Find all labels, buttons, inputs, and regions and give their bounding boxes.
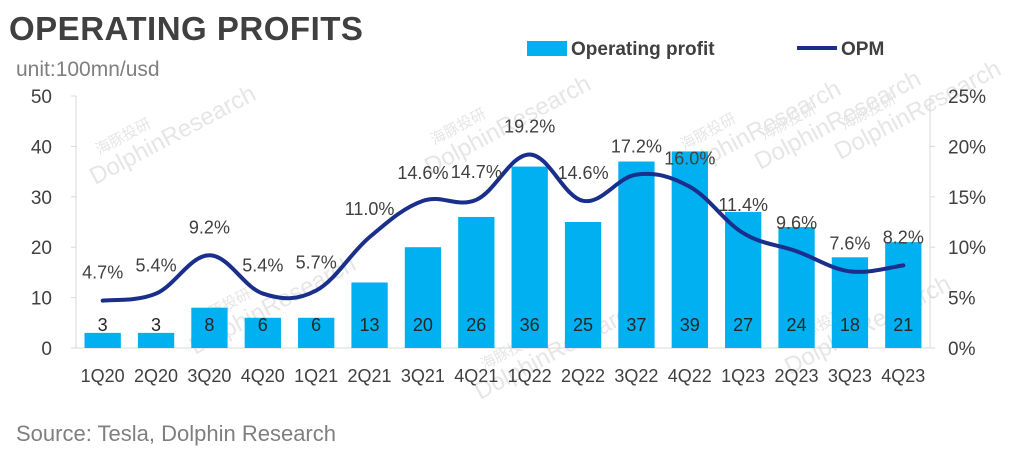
legend-swatch-bar xyxy=(527,41,567,56)
bar xyxy=(137,332,175,348)
bar-value-label: 6 xyxy=(258,315,268,335)
unit-label: unit:100mn/usd xyxy=(16,58,160,81)
bar xyxy=(298,317,335,348)
bar-value-label: 18 xyxy=(840,315,860,335)
y-left-tick-label: 50 xyxy=(31,87,52,108)
legend-label-bar: Operating profit xyxy=(571,39,715,60)
bar-value-label: 24 xyxy=(787,315,807,335)
x-tick-label: 3Q22 xyxy=(614,366,658,386)
x-tick-label: 1Q22 xyxy=(508,366,552,386)
bar-value-label: 27 xyxy=(733,315,753,335)
opm-value-label: 9.6% xyxy=(776,213,817,233)
data-labels: 3 3 8 6 6 13 20 26 36 25 37 39 27 24 18 21 4.7% 5.4% 9.2% 5… xyxy=(82,116,924,335)
x-tick-label: 3Q20 xyxy=(187,366,231,386)
bar-value-label: 6 xyxy=(311,315,321,335)
opm-value-label: 14.7% xyxy=(451,162,502,182)
bar xyxy=(511,166,548,348)
bar xyxy=(191,307,228,348)
y-right-tick-label: 0% xyxy=(948,339,976,360)
x-tick-label: 2Q21 xyxy=(348,366,392,386)
bar xyxy=(671,151,708,348)
x-tick-label: 1Q23 xyxy=(721,366,765,386)
y-right-tick-label: 10% xyxy=(948,238,986,259)
y-left-tick-label: 0 xyxy=(41,339,52,360)
bar-value-label: 39 xyxy=(680,315,700,335)
source-note: Source: Tesla, Dolphin Research xyxy=(16,421,336,446)
opm-value-label: 14.6% xyxy=(558,163,609,183)
bar-value-label: 20 xyxy=(413,315,433,335)
chart-title: OPERATING PROFITS xyxy=(9,10,364,47)
y-right-tick-label: 15% xyxy=(948,188,986,209)
legend-label-line: OPM xyxy=(841,39,884,60)
bar-value-label: 36 xyxy=(520,315,540,335)
bar xyxy=(885,242,922,348)
opm-value-label: 16.0% xyxy=(664,149,715,169)
bar-value-label: 37 xyxy=(626,315,646,335)
opm-value-label: 4.7% xyxy=(82,263,123,283)
y-right-tick-label: 25% xyxy=(948,87,986,108)
bar xyxy=(618,161,655,348)
bar-value-label: 26 xyxy=(466,315,486,335)
opm-value-label: 17.2% xyxy=(611,137,662,157)
opm-value-label: 9.2% xyxy=(189,217,230,237)
bar-value-label: 25 xyxy=(573,315,593,335)
bar xyxy=(458,216,495,348)
y-left-tick-label: 20 xyxy=(31,238,52,259)
bar-value-label: 3 xyxy=(151,315,161,335)
bar xyxy=(351,282,388,348)
bar xyxy=(404,247,442,348)
opm-value-label: 19.2% xyxy=(504,116,555,136)
opm-value-label: 11.4% xyxy=(718,195,768,215)
opm-value-label: 14.6% xyxy=(397,163,448,183)
bar-value-label: 13 xyxy=(360,315,380,335)
x-tick-label: 3Q23 xyxy=(828,366,872,386)
opm-value-label: 7.6% xyxy=(829,233,870,253)
y-left-tick-label: 40 xyxy=(31,137,52,158)
opm-value-label: 5.7% xyxy=(296,253,337,273)
line-series xyxy=(100,152,906,303)
opm-value-label: 5.4% xyxy=(242,256,283,276)
bar xyxy=(84,332,121,348)
opm-line xyxy=(100,152,906,303)
legend: Operating profit OPM xyxy=(527,39,884,60)
x-tick-label: 2Q23 xyxy=(775,366,819,386)
x-tick-label: 1Q20 xyxy=(81,366,125,386)
y-left-tick-label: 30 xyxy=(31,188,52,209)
axes: 0 10 20 30 40 50 0% 5% 10% 15% 20% 25% 1Q20 2Q20 3Q20 4… xyxy=(31,87,986,386)
bar-value-label: 21 xyxy=(893,315,913,335)
bar-value-label: 3 xyxy=(98,315,108,335)
opm-value-label: 5.4% xyxy=(136,256,177,276)
bar xyxy=(244,317,281,348)
x-tick-label: 1Q21 xyxy=(294,366,338,386)
x-tick-label: 4Q23 xyxy=(881,366,925,386)
bar-series xyxy=(84,151,922,348)
bar-value-label: 8 xyxy=(204,315,214,335)
y-left-tick-label: 10 xyxy=(31,289,52,310)
bar xyxy=(564,222,602,348)
x-tick-label: 4Q20 xyxy=(241,366,285,386)
x-tick-label: 3Q21 xyxy=(401,366,445,386)
y-right-tick-label: 20% xyxy=(948,137,986,158)
opm-value-label: 8.2% xyxy=(883,227,924,247)
y-right-tick-label: 5% xyxy=(948,289,976,310)
x-tick-label: 4Q21 xyxy=(454,366,498,386)
x-tick-label: 2Q20 xyxy=(134,366,178,386)
x-tick-label: 4Q22 xyxy=(668,366,712,386)
x-tick-label: 2Q22 xyxy=(561,366,605,386)
opm-value-label: 11.0% xyxy=(345,199,395,219)
